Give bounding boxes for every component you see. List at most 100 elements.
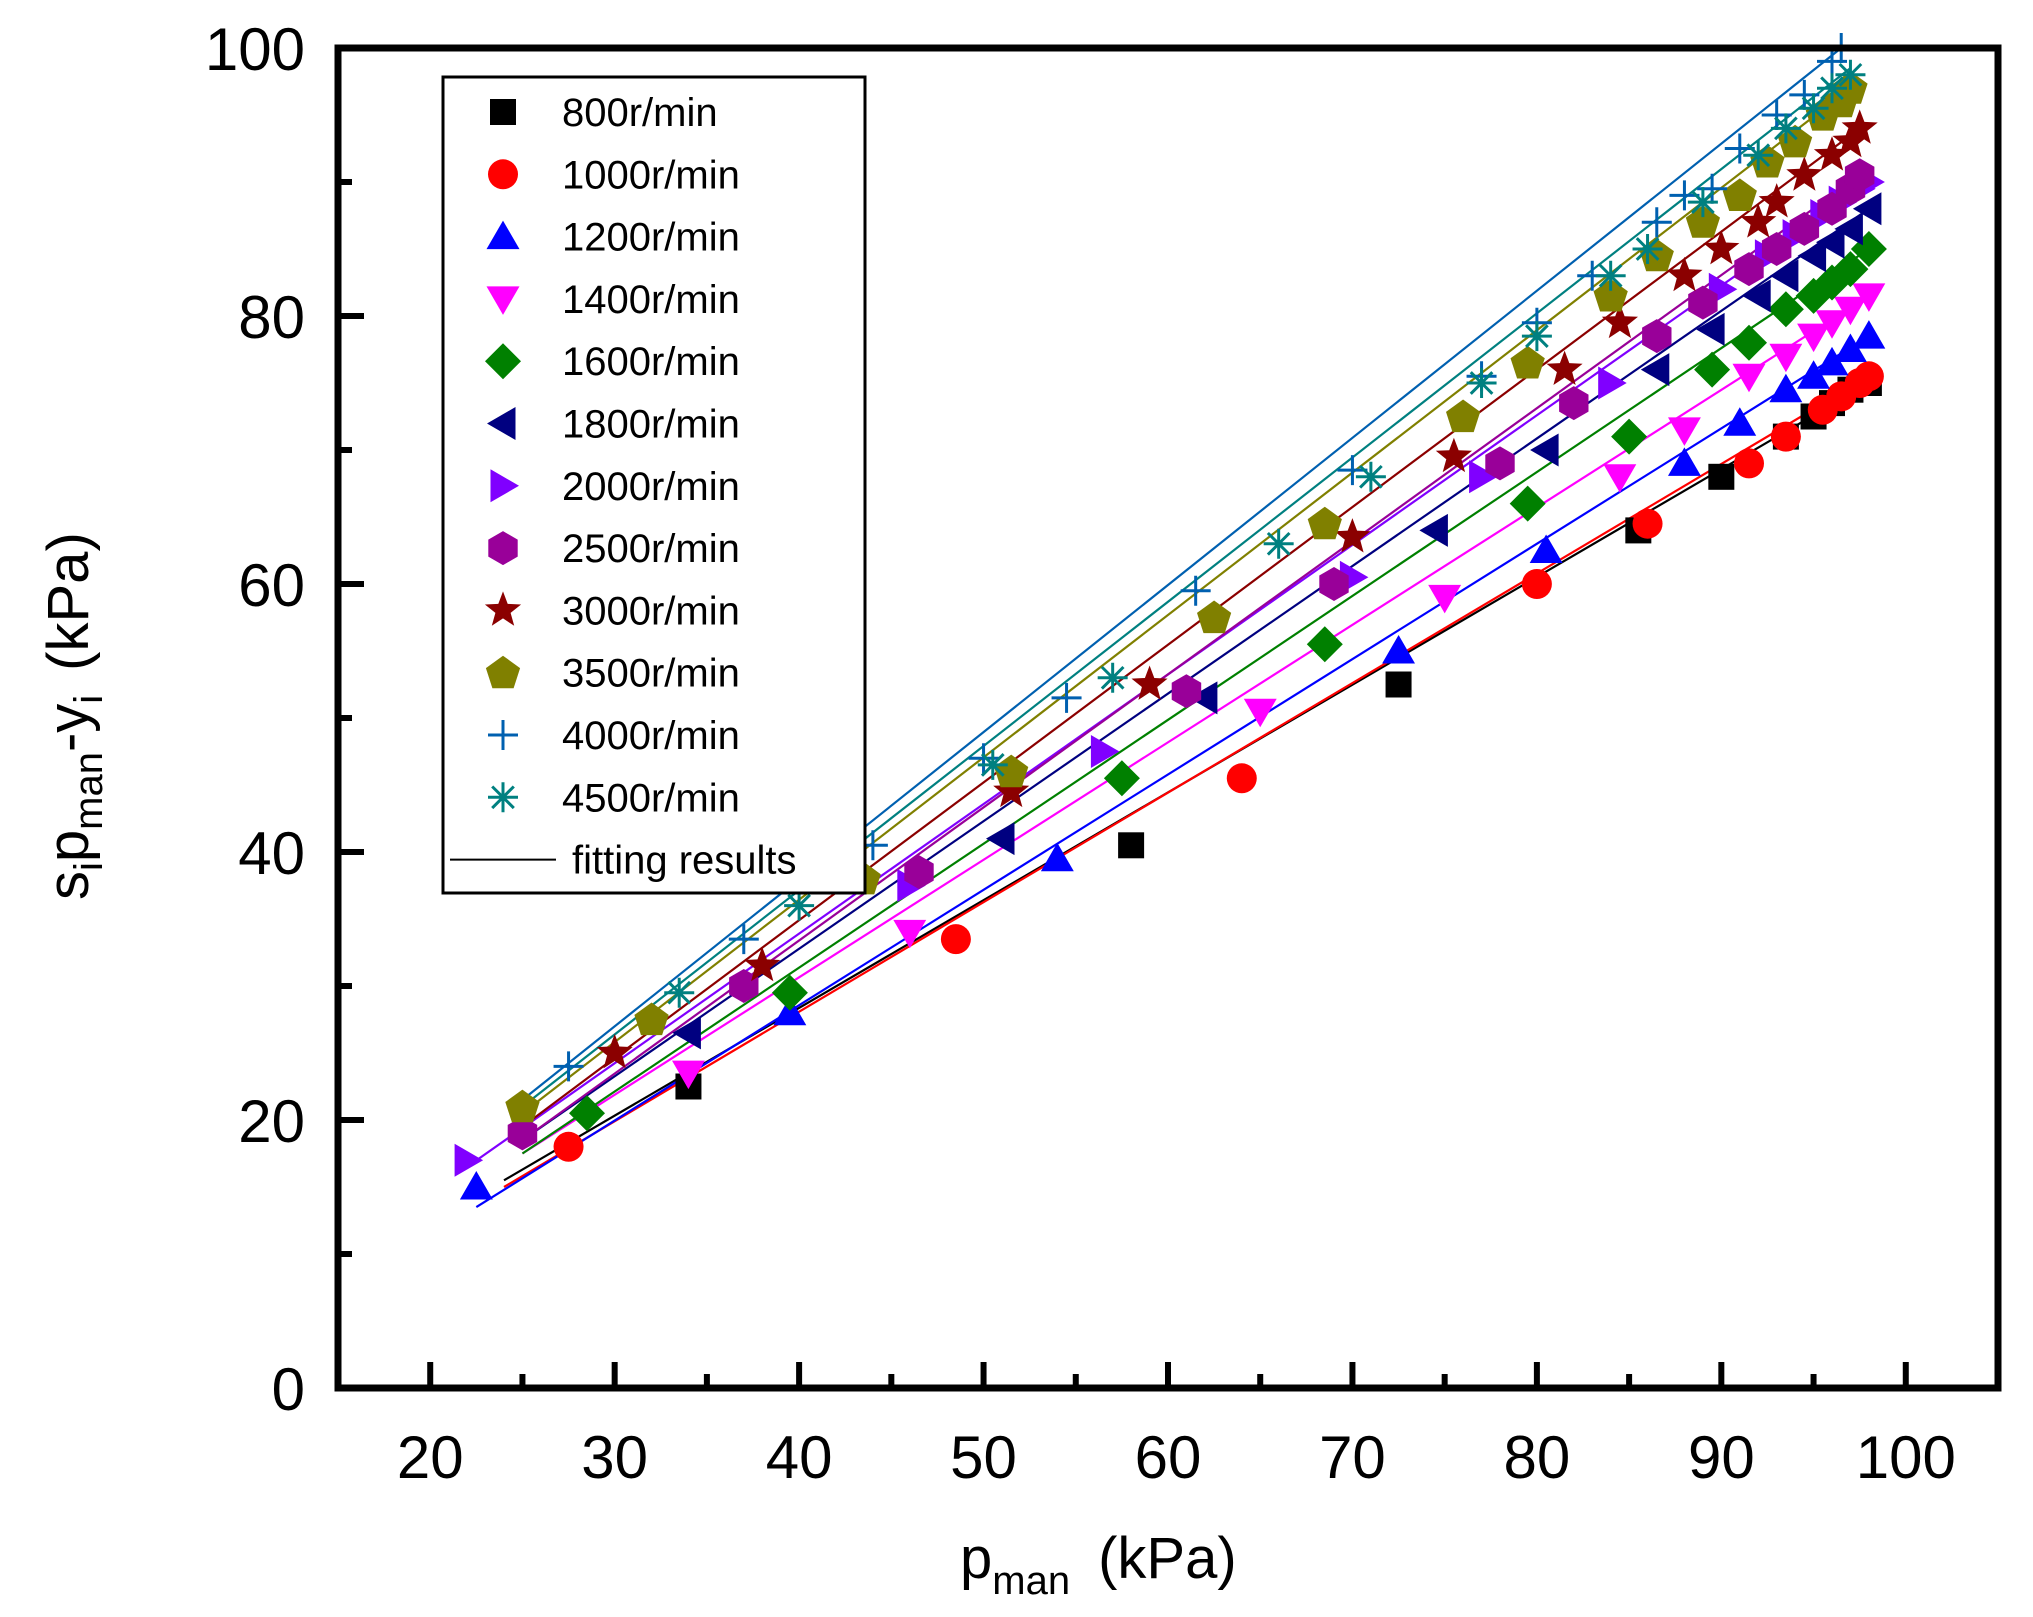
data-point-1800r/min	[1834, 212, 1863, 246]
data-point-1200r/min	[1529, 534, 1563, 563]
data-point-1800r/min	[986, 822, 1015, 856]
legend-entry-2500r/min: 2500r/min	[488, 527, 740, 571]
data-point-1200r/min	[1769, 373, 1803, 403]
legend-symbol	[486, 220, 520, 250]
data-point-3500r/min	[1510, 345, 1545, 379]
data-point-1200r/min	[1834, 333, 1867, 362]
data-point-3500r/min	[994, 754, 1029, 788]
data-point-1600r/min	[1832, 251, 1869, 288]
data-point-1000r/min	[553, 1131, 584, 1162]
legend-entry-1200r/min: 1200r/min	[486, 216, 740, 260]
data-point-1600r/min	[1103, 760, 1140, 797]
data-point-1200r/min	[773, 996, 807, 1026]
data-point-800r/min	[1385, 671, 1412, 698]
data-point-1000r/min	[1632, 508, 1663, 539]
data-point-1400r/min	[1732, 363, 1766, 393]
x-axis-title-unit: (kPa)	[1098, 1526, 1237, 1591]
legend-entry-1000r/min: 1000r/min	[488, 153, 740, 197]
data-point-3000r/min	[1546, 350, 1583, 385]
y-tick-label: 80	[238, 284, 305, 351]
x-tick-label: 80	[1504, 1424, 1571, 1491]
legend-symbol	[485, 343, 521, 380]
data-point-1000r/min	[940, 924, 971, 955]
data-point-1000r/min	[1853, 361, 1884, 392]
y-tick-label: 20	[238, 1088, 305, 1155]
y-axis-title-s-sub: i	[67, 862, 111, 871]
data-point-1000r/min	[1521, 569, 1552, 599]
data-point-3500r/min	[1307, 506, 1342, 540]
legend-label: 1000r/min	[562, 153, 740, 197]
legend-symbol	[488, 159, 518, 190]
data-point-4500r/min	[1097, 662, 1128, 693]
data-point-1800r/min	[1530, 433, 1559, 467]
y-tick-label: 60	[238, 552, 305, 619]
y-axis-title-minus-y: -y	[36, 704, 101, 752]
data-point-1400r/min	[1428, 584, 1462, 614]
data-point-1800r/min	[1188, 681, 1218, 715]
data-markers	[454, 33, 1887, 1200]
data-point-3000r/min	[1666, 256, 1703, 292]
series-1600r/min	[569, 231, 1887, 1132]
legend-entry-3500r/min: 3500r/min	[485, 652, 740, 696]
data-point-2500r/min	[1319, 567, 1349, 601]
x-tick-label: 20	[397, 1424, 464, 1491]
series-3000r/min	[596, 109, 1878, 1069]
data-point-3000r/min	[596, 1034, 633, 1069]
data-point-3000r/min	[1131, 665, 1168, 700]
legend-entry-4500r/min: 4500r/min	[488, 776, 740, 820]
data-point-2000r/min	[1090, 735, 1120, 768]
data-point-1800r/min	[672, 1016, 701, 1050]
legend-label: 4500r/min	[562, 776, 740, 820]
x-axis-title-main: p	[960, 1526, 992, 1591]
legend-symbol	[486, 286, 520, 315]
legend-entry-1400r/min: 1400r/min	[486, 278, 740, 322]
data-point-4500r/min	[1798, 93, 1829, 124]
data-point-2500r/min	[1734, 252, 1764, 287]
fit-line-4000r/min	[521, 47, 1842, 1101]
legend-entry-1600r/min: 1600r/min	[485, 340, 740, 384]
legend-label: 1800r/min	[562, 403, 740, 447]
data-point-1200r/min	[1382, 635, 1415, 664]
data-point-3000r/min	[1841, 109, 1878, 144]
data-point-1200r/min	[1668, 447, 1701, 476]
data-point-3500r/min	[1722, 178, 1757, 211]
data-point-2500r/min	[1485, 446, 1515, 481]
data-point-4500r/min	[1817, 73, 1847, 104]
data-point-3000r/min	[1435, 437, 1472, 473]
legend-label: 4000r/min	[562, 714, 740, 758]
data-point-1400r/min	[1815, 310, 1849, 339]
series-1200r/min	[459, 320, 1886, 1200]
data-point-1600r/min	[1509, 485, 1546, 522]
data-point-1200r/min	[1723, 407, 1757, 436]
y-tick-label: 100	[205, 16, 305, 83]
data-point-2500r/min	[1844, 158, 1875, 193]
legend-label: 3000r/min	[562, 589, 740, 633]
data-point-4500r/min	[1632, 234, 1663, 264]
data-point-4500r/min	[1263, 528, 1294, 559]
data-point-1600r/min	[1611, 418, 1648, 455]
legend-entry-fit: fitting results	[450, 839, 797, 883]
data-point-2500r/min	[1171, 674, 1202, 709]
x-tick-label: 60	[1135, 1424, 1202, 1491]
data-point-1600r/min	[1694, 351, 1731, 388]
data-point-1800r/min	[1769, 259, 1799, 293]
data-point-1800r/min	[1797, 239, 1827, 273]
data-point-1400r/min	[1834, 296, 1867, 326]
y-axis-title: sipman-yi(kPa)	[36, 532, 111, 900]
series-1800r/min	[672, 192, 1882, 1050]
legend: 800r/min 1000r/min 1200r/min 1400r/min 1600r…	[441, 75, 867, 895]
axis-ticks: 20 30 40 50 60 70 80 90 100 0 20 40 60 80 100	[205, 16, 1956, 1491]
legend-symbol	[488, 531, 518, 566]
y-axis-title-group: sipman-yi(kPa)	[36, 532, 111, 900]
data-point-2500r/min	[729, 969, 759, 1003]
y-axis-title-y-sub: i	[67, 695, 111, 704]
y-axis-title-p-sub: man	[67, 752, 111, 830]
x-tick-label: 40	[766, 1424, 833, 1491]
data-point-1200r/min	[1797, 360, 1830, 389]
legend-box	[441, 75, 867, 895]
legend-entry-2000r/min: 2000r/min	[490, 465, 740, 509]
data-point-1400r/min	[1668, 417, 1701, 446]
data-point-2500r/min	[904, 855, 934, 890]
x-tick-label: 100	[1856, 1424, 1956, 1491]
